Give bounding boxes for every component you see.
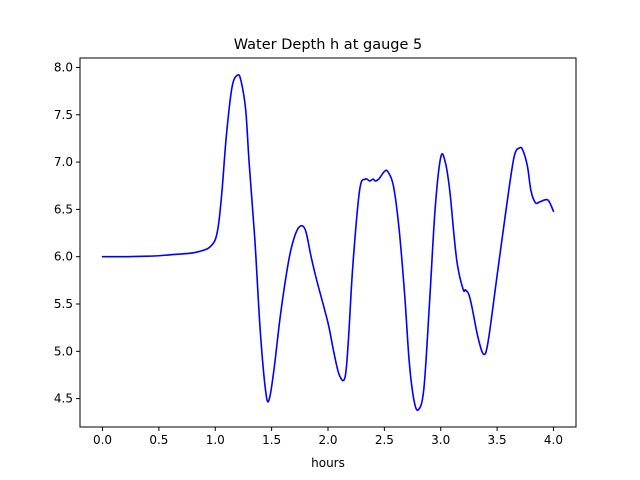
x-tick-label: 0.5 [149,433,168,447]
x-tick-label: 1.0 [206,433,225,447]
y-tick-label: 4.5 [54,392,73,406]
y-tick-label: 8.0 [54,60,73,74]
x-tick-label: 0.0 [93,433,112,447]
series-group [101,74,555,412]
y-axis: 4.5 5.0 5.5 6.0 6.5 7.0 7.5 8.0 [54,60,80,406]
y-tick-label: 5.0 [54,344,73,358]
y-tick-label: 7.5 [54,108,73,122]
x-tick-label: 2.0 [318,433,337,447]
y-tick-label: 7.0 [54,155,73,169]
x-tick-label: 2.5 [375,433,394,447]
y-tick-label: 5.5 [54,297,73,311]
y-tick-label: 6.5 [54,202,73,216]
x-axis-label: hours [311,456,345,470]
x-axis: 0.0 0.5 1.0 1.5 2.0 2.5 3.0 3.5 4.0 [93,427,563,447]
series-line-0 [101,74,555,412]
x-tick-label: 3.5 [488,433,507,447]
chart-title: Water Depth h at gauge 5 [234,37,422,53]
y-tick-label: 6.0 [54,250,73,264]
x-tick-label: 3.0 [431,433,450,447]
x-tick-label: 4.0 [544,433,563,447]
x-tick-label: 1.5 [262,433,281,447]
